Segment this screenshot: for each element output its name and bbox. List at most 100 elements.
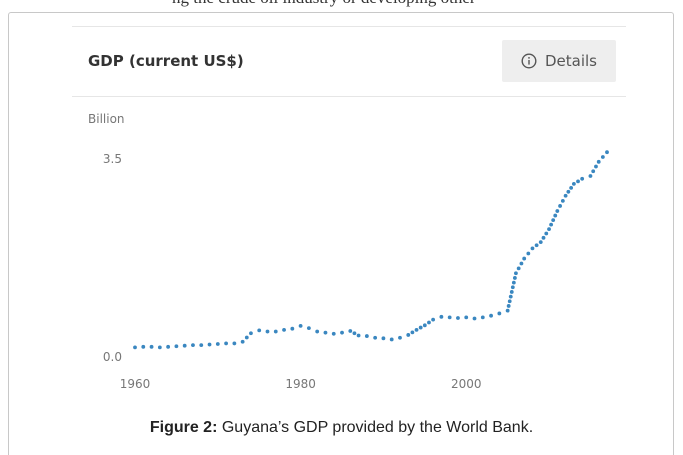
series-dot [594, 164, 598, 169]
series-dot [510, 285, 515, 290]
series-dot [418, 325, 423, 330]
chart-card: GDP (current US$) Details Billion 0.0 3.5… [72, 26, 626, 401]
series-dot [352, 331, 357, 336]
data-point [422, 323, 427, 328]
data-point [306, 326, 311, 331]
series-dot [566, 189, 571, 194]
data-point [398, 335, 402, 340]
data-point [331, 331, 336, 336]
data-point [505, 308, 510, 313]
figure-frame [8, 12, 674, 455]
series-dot [509, 290, 514, 294]
data-point [596, 159, 601, 164]
data-point [456, 316, 460, 320]
y-tick-label: 0.0 [103, 350, 122, 364]
series-dot [558, 204, 562, 208]
data-point [364, 334, 369, 338]
data-point [522, 256, 527, 261]
series-dot [508, 294, 513, 299]
data-point [340, 330, 344, 335]
data-point [356, 333, 361, 338]
series-dot [506, 304, 511, 308]
data-point [389, 337, 394, 342]
data-point [133, 345, 137, 350]
caption-text: Guyana’s GDP provided by the World Bank. [217, 419, 534, 436]
data-point [224, 341, 228, 346]
series-dot [551, 218, 556, 222]
data-point [232, 341, 237, 346]
data-point [414, 327, 419, 332]
data-point [555, 209, 560, 213]
series-dot [560, 198, 565, 203]
series-dot [576, 179, 580, 184]
data-point [290, 326, 295, 331]
data-point [273, 329, 278, 334]
y-axis-label: Billion [88, 112, 125, 126]
data-point [373, 335, 378, 340]
x-tick-label: 2000 [451, 377, 482, 391]
series-dot [511, 280, 516, 285]
data-point [182, 343, 187, 348]
data-point [439, 314, 444, 319]
y-tick-label: 3.5 [103, 152, 122, 166]
card-top-border [72, 26, 626, 27]
data-point [514, 271, 518, 276]
data-point [472, 316, 477, 321]
data-point [530, 246, 535, 251]
data-point [489, 313, 493, 318]
data-point [464, 315, 469, 320]
header-text-fragment: ng the crude oil industry or developing … [172, 0, 476, 8]
data-point [265, 329, 270, 334]
series-dot [519, 261, 524, 266]
details-button[interactable]: Details [502, 40, 616, 82]
card-divider [72, 96, 626, 97]
caption-label: Figure 2: [149, 419, 218, 436]
details-button-label: Details [544, 52, 597, 70]
data-point [207, 342, 212, 347]
data-point [605, 150, 609, 155]
data-point [315, 329, 320, 334]
data-point [480, 315, 485, 320]
data-point [447, 315, 452, 320]
x-tick-label: 1980 [285, 377, 316, 391]
data-point [497, 311, 502, 316]
data-point [215, 342, 220, 346]
data-point [249, 331, 253, 336]
series-dot [541, 235, 546, 240]
series-dot [549, 222, 554, 227]
series-dot [534, 243, 539, 248]
info-circle-icon [521, 53, 537, 69]
figure-caption: Figure 2: Guyana’s GDP provided by the W… [0, 419, 683, 437]
series-dot [512, 276, 517, 280]
data-point [141, 344, 146, 349]
data-point [538, 240, 543, 245]
series-dot [526, 251, 531, 256]
data-point [298, 323, 303, 328]
series-dot [553, 213, 558, 218]
data-point [547, 227, 551, 232]
series-dot [427, 320, 431, 325]
data-point [580, 176, 585, 181]
data-point [199, 343, 204, 348]
series-dot [600, 155, 605, 159]
data-point [166, 344, 171, 349]
data-point [563, 193, 568, 198]
data-point [348, 329, 353, 333]
data-point [588, 174, 593, 178]
chart-title: GDP (current US$) [88, 52, 244, 70]
data-point [149, 344, 154, 349]
series-dot [507, 299, 512, 304]
series-dot [410, 330, 415, 335]
series-dot [516, 266, 521, 271]
series-dot [591, 169, 596, 174]
data-point [431, 317, 436, 322]
series-dot [244, 335, 249, 340]
data-point [191, 343, 195, 348]
gdp-line-chart: Billion 0.0 3.5 1960 1980 2000 [88, 112, 609, 391]
data-point [157, 345, 162, 350]
data-point [257, 328, 262, 333]
data-point [323, 330, 328, 335]
data-point [282, 327, 286, 332]
x-tick-label: 1960 [120, 377, 151, 391]
